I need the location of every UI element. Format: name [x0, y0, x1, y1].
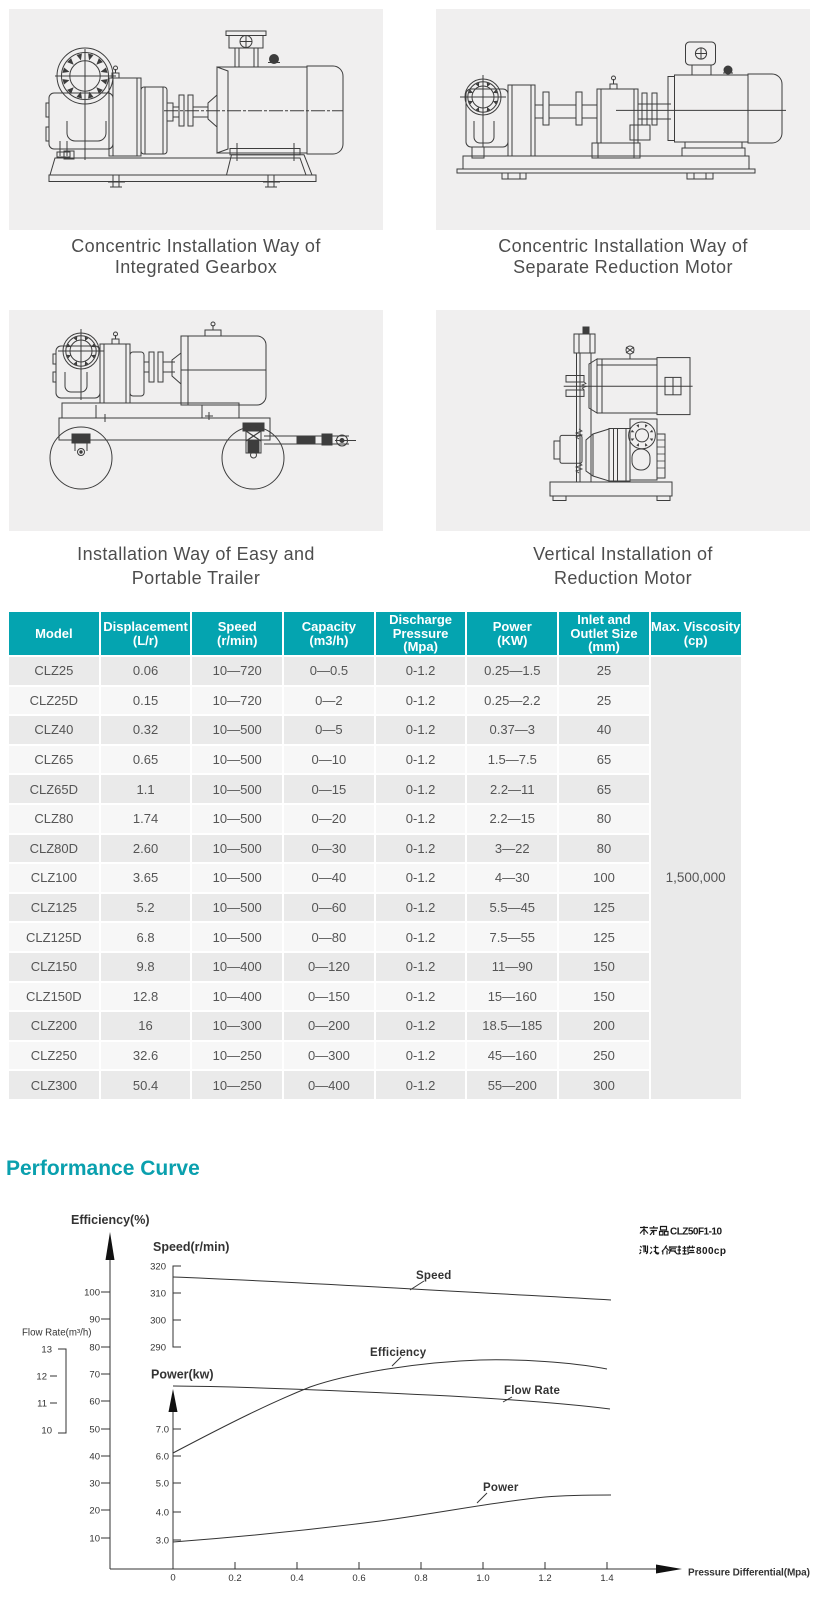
svg-text:320: 320: [150, 1262, 166, 1273]
svg-text:0.2: 0.2: [228, 1573, 241, 1584]
svg-text:CLZ50F1-10: CLZ50F1-10: [670, 1227, 722, 1238]
svg-text:1.0: 1.0: [476, 1573, 489, 1584]
svg-text:90: 90: [89, 1315, 100, 1326]
svg-text:310: 310: [150, 1289, 166, 1300]
svg-text:7.0: 7.0: [156, 1425, 169, 1436]
svg-text:0.8: 0.8: [414, 1573, 427, 1584]
svg-text:80: 80: [89, 1343, 100, 1354]
svg-text:800cp: 800cp: [696, 1246, 726, 1257]
svg-text:3.0: 3.0: [156, 1536, 169, 1547]
svg-text:Efficiency(%): Efficiency(%): [71, 1213, 150, 1227]
svg-text:5.0: 5.0: [156, 1479, 169, 1490]
svg-text:12: 12: [36, 1372, 47, 1383]
svg-text:Speed: Speed: [416, 1270, 452, 1282]
svg-text:4.0: 4.0: [156, 1508, 169, 1519]
svg-text:Flow Rate(m³/h): Flow Rate(m³/h): [22, 1328, 91, 1339]
svg-text:10: 10: [89, 1534, 100, 1545]
svg-text:Pressure Differential(Mpa): Pressure Differential(Mpa): [688, 1568, 810, 1579]
svg-text:Power(kw): Power(kw): [151, 1368, 214, 1382]
svg-text:60: 60: [89, 1397, 100, 1408]
svg-text:50: 50: [89, 1425, 100, 1436]
svg-text:11: 11: [37, 1399, 47, 1410]
svg-text:30: 30: [89, 1479, 100, 1490]
svg-text:100: 100: [84, 1288, 100, 1299]
svg-text:20: 20: [89, 1506, 100, 1517]
svg-text:40: 40: [89, 1452, 100, 1463]
svg-text:1.4: 1.4: [600, 1573, 613, 1584]
svg-text:10: 10: [41, 1426, 52, 1437]
svg-text:0: 0: [170, 1573, 175, 1584]
svg-text:0.6: 0.6: [352, 1573, 365, 1584]
svg-text:13: 13: [41, 1345, 52, 1356]
svg-text:70: 70: [89, 1370, 100, 1381]
svg-text:300: 300: [150, 1316, 166, 1327]
svg-text:6.0: 6.0: [156, 1452, 169, 1463]
svg-text:Flow Rate: Flow Rate: [504, 1385, 560, 1397]
svg-text:0.4: 0.4: [290, 1573, 303, 1584]
svg-text:Speed(r/min): Speed(r/min): [153, 1240, 229, 1254]
svg-text:290: 290: [150, 1343, 166, 1354]
svg-text:1.2: 1.2: [538, 1573, 551, 1584]
svg-text:Power: Power: [483, 1482, 519, 1494]
svg-text:Efficiency: Efficiency: [370, 1347, 427, 1359]
